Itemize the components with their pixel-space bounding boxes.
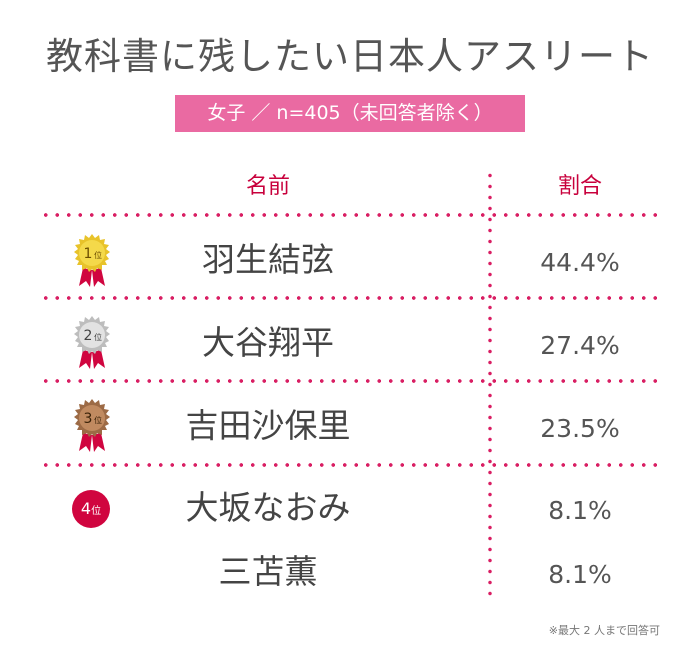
rank-1-suffix: 位 — [94, 250, 102, 260]
rank-2-suffix: 位 — [94, 332, 102, 342]
row-divider — [40, 463, 660, 467]
athlete-name-2: 大谷翔平 — [202, 323, 334, 362]
chart-title: 教科書に残したい日本人アスリート — [46, 35, 654, 78]
gold-medal-icon: 1 位 — [74, 234, 110, 287]
header-divider — [40, 213, 660, 217]
column-header-name: 名前 — [245, 174, 290, 199]
share-value-4: 8.1% — [548, 496, 612, 525]
athlete-name-1: 羽生結弦 — [202, 240, 334, 279]
footnote: ※最大 2 人まで回答可 — [548, 624, 660, 637]
rank-3-suffix: 位 — [94, 415, 102, 425]
athlete-name-5: 三苫薫 — [218, 552, 318, 591]
column-divider — [488, 170, 492, 600]
athlete-name-3: 吉田沙保里 — [185, 406, 351, 445]
silver-medal-icon: 2 位 — [74, 316, 110, 369]
column-header-share: 割合 — [557, 174, 602, 199]
row-divider — [40, 379, 660, 383]
bronze-medal-icon: 3 位 — [74, 399, 110, 452]
rank-4-number: 4 — [80, 499, 92, 518]
share-value-5: 8.1% — [548, 560, 612, 589]
rank-4-badge: 4位 — [72, 490, 110, 528]
rank-4-suffix: 位 — [91, 506, 102, 517]
row-divider — [40, 296, 660, 300]
rank-1-number: 1 — [84, 246, 93, 262]
share-value-2: 27.4% — [540, 331, 620, 360]
athlete-name-4: 大坂なおみ — [185, 488, 351, 527]
share-value-1: 44.4% — [540, 248, 620, 277]
subtitle-banner: 女子 ／ n=405（未回答者除く） — [175, 95, 525, 132]
share-value-3: 23.5% — [540, 414, 620, 443]
rank-2-number: 2 — [84, 328, 93, 344]
rank-3-number: 3 — [84, 411, 93, 427]
